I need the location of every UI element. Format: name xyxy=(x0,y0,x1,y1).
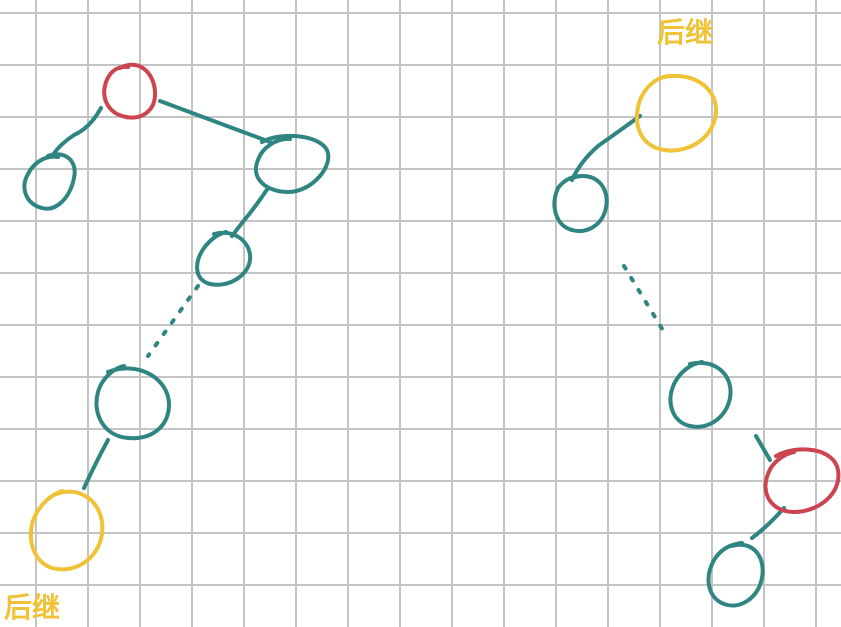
left-edge-node-to-successor xyxy=(82,438,110,490)
right-leaf-node xyxy=(706,541,765,608)
right-red-node xyxy=(763,447,841,514)
right-successor-label: 后继 xyxy=(657,16,713,49)
left-edge-root-to-left-child xyxy=(50,106,103,158)
right-edge-ellipsis xyxy=(622,264,666,334)
left-tree: 后继 xyxy=(4,62,331,624)
left-edge-right-child-to-grandchild xyxy=(230,186,270,238)
left-grandchild-node xyxy=(195,230,253,287)
left-right-child-node xyxy=(254,133,331,194)
right-child-node xyxy=(552,174,609,233)
left-successor-label: 后继 xyxy=(4,591,60,624)
left-root-node xyxy=(102,62,158,120)
left-successor-node xyxy=(28,489,105,572)
right-edge-node-to-red-node xyxy=(754,434,772,462)
left-edge-ellipsis xyxy=(146,284,200,358)
left-deep-node xyxy=(94,364,172,441)
left-edge-root-to-right-child xyxy=(158,99,272,144)
right-tree: 后继 xyxy=(552,16,841,608)
right-successor-node xyxy=(635,73,718,153)
right-middle-node xyxy=(668,360,733,429)
left-child-node xyxy=(22,152,77,211)
right-edge-successor-to-child xyxy=(570,114,642,182)
